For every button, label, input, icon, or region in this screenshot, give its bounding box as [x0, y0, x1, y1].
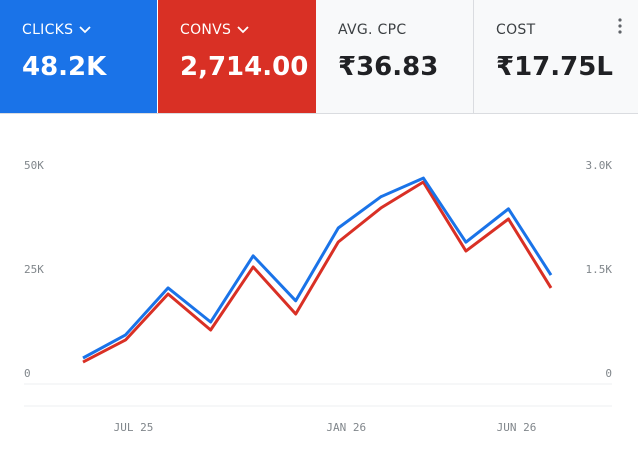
metric-label: COST — [496, 22, 536, 38]
metric-value: ₹17.75L — [496, 52, 613, 82]
chevron-icon[interactable] — [237, 26, 249, 34]
y-tick-label: 0 — [24, 367, 31, 380]
y-tick-label: 3.0K — [586, 159, 613, 172]
metric-value: 48.2K — [22, 52, 107, 82]
x-tick-label: JUN 26 — [497, 421, 537, 434]
metric-tile[interactable]: CLICKS 48.2K — [0, 0, 157, 113]
metric-value: ₹36.83 — [338, 52, 439, 82]
series-line — [82, 176, 553, 360]
metric-value: 2,714.00 — [180, 52, 309, 82]
y-tick-label: 25K — [24, 263, 44, 276]
series-line — [82, 180, 553, 364]
y-tick-label: 1.5K — [586, 263, 613, 276]
x-tick-label: JUL 25 — [114, 421, 154, 434]
metric-tile[interactable]: COST ₹17.75L — [474, 0, 638, 113]
metric-tile[interactable]: AVG. CPC ₹36.83 — [316, 0, 474, 113]
x-tick-label: JAN 26 — [326, 421, 366, 434]
metric-label: CONVS — [180, 22, 232, 38]
metric-label: AVG. CPC — [338, 22, 407, 38]
metric-tile[interactable]: CONVS 2,714.00 — [158, 0, 316, 113]
y-tick-label: 50K — [24, 159, 44, 172]
y-tick-label: 0 — [605, 367, 612, 380]
metric-tiles: CLICKS 48.2K CONVS 2,714.00 AVG. CPC ₹36… — [0, 0, 638, 114]
metric-label: CLICKS — [22, 22, 74, 38]
chart: 0 25K 50K 0 1.5K 3.0K JUL 25 JAN 26 JUN 26 — [24, 159, 613, 434]
chevron-icon[interactable] — [79, 26, 91, 34]
more-menu[interactable] — [618, 18, 622, 34]
